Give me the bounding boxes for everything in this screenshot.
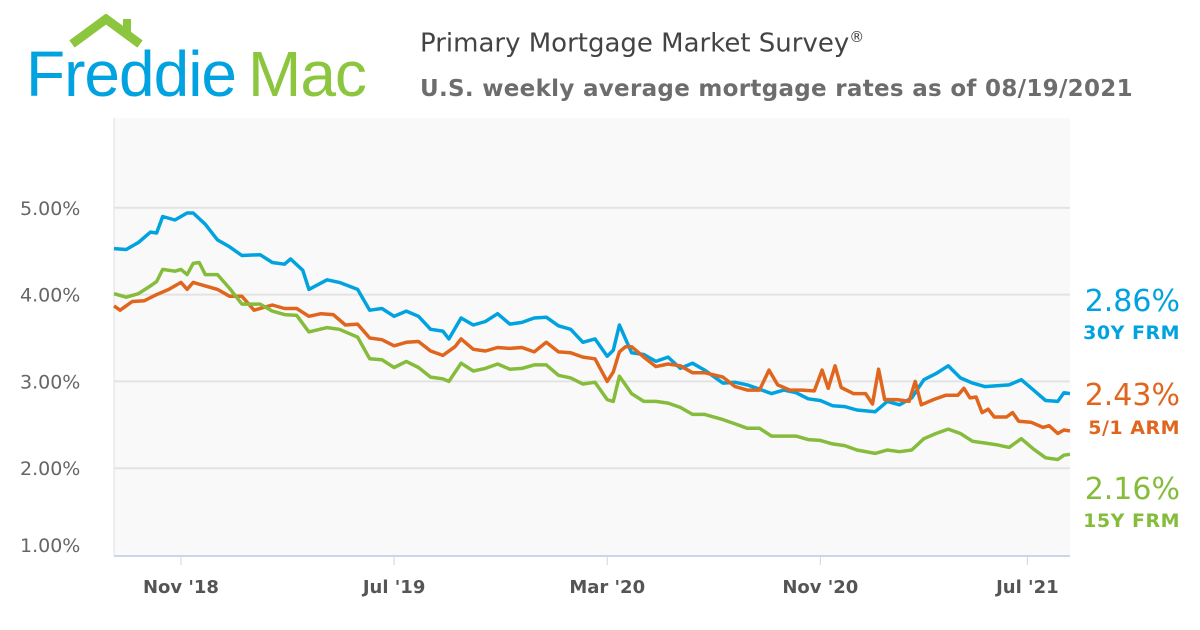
series-line-15y-frm	[113, 260, 1071, 462]
chart-subtitle: U.S. weekly average mortgage rates as of…	[420, 76, 1133, 102]
x-tick-label: Jul '19	[361, 577, 426, 598]
freddie-mac-logo: Freddie Mac	[26, 14, 367, 104]
x-tick-label: Jul '21	[994, 577, 1059, 598]
y-tick-label: 5.00%	[20, 198, 80, 220]
plot-area	[114, 118, 1070, 555]
legend-30y-frm: 30Y FRM	[1083, 322, 1180, 344]
y-tick-label: 1.00%	[20, 535, 80, 557]
latest-value-30y: 2.86%	[1084, 284, 1180, 319]
y-tick-label: 3.00%	[20, 371, 80, 393]
logo-text-freddie: Freddie	[26, 38, 236, 104]
logo-text-mac: Mac	[248, 38, 366, 104]
chart-title: Primary Mortgage Market Survey®	[420, 28, 864, 59]
series-line-5-1-arm	[112, 280, 1071, 436]
latest-value-15y: 2.16%	[1084, 472, 1180, 507]
x-tick-label: Mar '20	[569, 577, 645, 598]
legend-15y-frm: 15Y FRM	[1083, 510, 1180, 532]
x-tick-label: Nov '20	[782, 577, 858, 598]
latest-value-arm: 2.43%	[1084, 378, 1180, 413]
chart-title-text: Primary Mortgage Market Survey	[420, 28, 850, 59]
y-tick-label: 4.00%	[20, 285, 80, 307]
x-tick-label: Nov '18	[143, 577, 219, 598]
legend-5-1-arm: 5/1 ARM	[1088, 417, 1180, 439]
registered-mark: ®	[849, 28, 865, 46]
y-tick-label: 2.00%	[20, 458, 80, 480]
house-chimney-icon	[123, 19, 131, 35]
house-roof-icon	[69, 14, 143, 48]
